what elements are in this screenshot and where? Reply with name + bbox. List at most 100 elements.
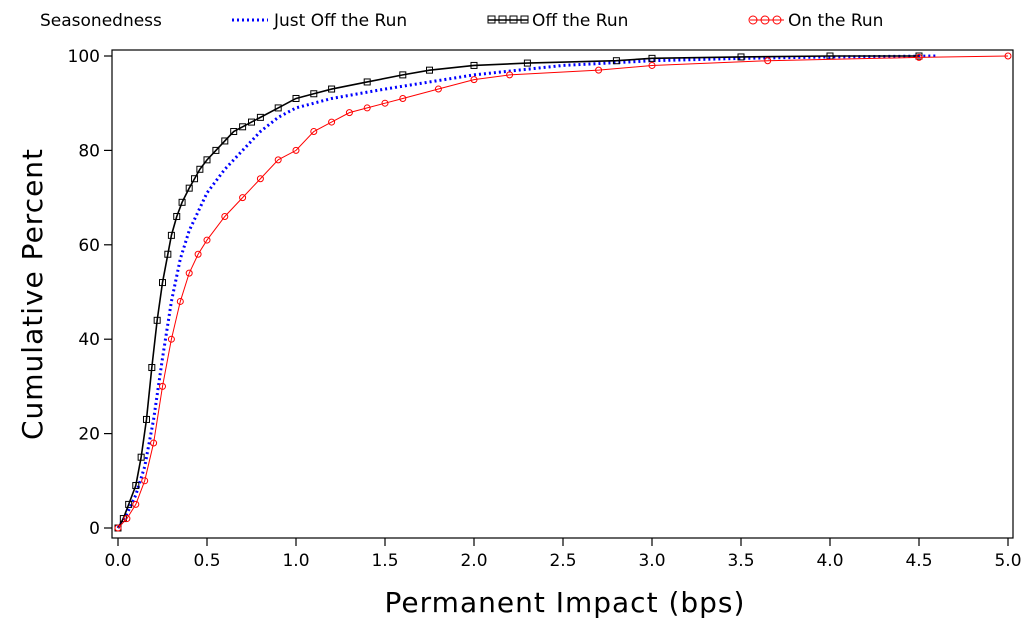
legend-title: Seasonedness bbox=[40, 11, 162, 31]
plot-frame bbox=[111, 49, 1014, 539]
legend-label-on-the-run: On the Run bbox=[788, 11, 883, 31]
point-off-the-run-18 bbox=[221, 137, 229, 145]
legend: Seasonedness Just Off the Run Off the Ru… bbox=[40, 11, 883, 31]
point-off-the-run-28 bbox=[399, 71, 407, 79]
point-off-the-run-30 bbox=[470, 61, 478, 69]
point-on-the-run-6 bbox=[167, 335, 175, 343]
legend-label-just-off-the-run: Just Off the Run bbox=[273, 11, 407, 31]
point-on-the-run-11 bbox=[221, 212, 229, 220]
legend-marker-off-the-run-4 bbox=[520, 15, 529, 24]
point-off-the-run-20 bbox=[239, 123, 247, 131]
x-axis-title: Permanent Impact (bps) bbox=[385, 586, 746, 619]
point-on-the-run-5 bbox=[159, 382, 166, 390]
x-tick-label-9: 4.5 bbox=[905, 551, 932, 571]
legend-entry-on-the-run: On the Run bbox=[748, 11, 883, 31]
point-on-the-run-23 bbox=[470, 76, 478, 84]
legend-marker-on-the-run-3 bbox=[772, 15, 782, 25]
x-tick-label-7: 3.5 bbox=[727, 551, 754, 571]
point-off-the-run-4 bbox=[137, 453, 145, 461]
point-off-the-run-5 bbox=[142, 415, 150, 423]
point-on-the-run-28 bbox=[915, 53, 923, 61]
point-on-the-run-16 bbox=[310, 128, 318, 136]
point-off-the-run-31 bbox=[523, 59, 531, 67]
point-off-the-run-11 bbox=[173, 212, 181, 220]
y-axis-title: Cumulative Percent bbox=[16, 148, 49, 440]
x-tick-label-1: 0.5 bbox=[193, 551, 220, 571]
series-layer bbox=[114, 52, 1012, 532]
series-off-the-run bbox=[114, 52, 923, 532]
series-just-off-the-run bbox=[116, 54, 937, 529]
point-off-the-run-14 bbox=[191, 175, 199, 183]
point-on-the-run-0 bbox=[114, 524, 122, 532]
point-off-the-run-34 bbox=[737, 53, 745, 61]
series-line-off-the-run bbox=[117, 55, 919, 529]
x-tick-label-2: 1.0 bbox=[282, 551, 309, 571]
point-off-the-run-17 bbox=[212, 146, 220, 154]
point-off-the-run-22 bbox=[256, 113, 264, 121]
series-on-the-run bbox=[114, 52, 1012, 532]
legend-marker-on-the-run-2 bbox=[760, 15, 770, 25]
point-on-the-run-29 bbox=[1004, 52, 1012, 60]
x-tick-label-5: 2.5 bbox=[549, 551, 576, 571]
point-on-the-run-26 bbox=[648, 61, 656, 69]
legend-marker-off-the-run-1 bbox=[487, 15, 496, 24]
legend-label-off-the-run: Off the Run bbox=[532, 11, 628, 31]
point-on-the-run-17 bbox=[328, 118, 336, 126]
x-axis: 0.0 0.5 1.0 1.5 2.0 2.5 3.0 3.5 4.0 4.5 5.0 bbox=[104, 538, 1022, 571]
y-tick-label-4: 80 bbox=[78, 141, 100, 161]
point-on-the-run-7 bbox=[176, 297, 184, 305]
y-tick-label-2: 40 bbox=[78, 330, 100, 350]
point-off-the-run-21 bbox=[248, 118, 255, 126]
point-off-the-run-10 bbox=[167, 231, 175, 239]
point-off-the-run-27 bbox=[363, 78, 371, 86]
y-tick-label-5: 100 bbox=[68, 47, 100, 67]
point-on-the-run-18 bbox=[345, 109, 353, 117]
point-on-the-run-1 bbox=[123, 515, 131, 523]
point-off-the-run-29 bbox=[426, 66, 433, 74]
point-on-the-run-4 bbox=[150, 439, 158, 447]
point-on-the-run-13 bbox=[256, 175, 264, 183]
legend-marker-off-the-run-2 bbox=[498, 15, 507, 24]
y-tick-label-1: 20 bbox=[78, 425, 100, 445]
series-line-just-off-the-run bbox=[116, 54, 937, 529]
legend-marker-off-the-run-3 bbox=[509, 15, 518, 24]
point-on-the-run-20 bbox=[381, 99, 389, 107]
point-on-the-run-25 bbox=[595, 66, 603, 74]
x-tick-label-10: 5.0 bbox=[994, 551, 1021, 571]
point-off-the-run-9 bbox=[164, 250, 172, 258]
x-tick-label-4: 2.0 bbox=[460, 551, 487, 571]
point-off-the-run-32 bbox=[612, 57, 620, 65]
point-off-the-run-8 bbox=[159, 279, 166, 287]
point-off-the-run-13 bbox=[185, 184, 193, 192]
point-off-the-run-33 bbox=[648, 54, 656, 62]
point-on-the-run-9 bbox=[194, 250, 202, 258]
x-tick-label-3: 1.5 bbox=[371, 551, 398, 571]
point-off-the-run-12 bbox=[178, 198, 186, 206]
point-off-the-run-15 bbox=[196, 165, 204, 173]
legend-entry-just-off-the-run: Just Off the Run bbox=[232, 11, 407, 31]
point-on-the-run-15 bbox=[292, 146, 300, 154]
legend-marker-on-the-run-1 bbox=[748, 15, 758, 25]
point-off-the-run-25 bbox=[310, 90, 318, 98]
series-line-on-the-run bbox=[117, 55, 1009, 529]
point-off-the-run-16 bbox=[203, 156, 211, 164]
x-tick-label-0: 0.0 bbox=[104, 551, 131, 571]
point-on-the-run-22 bbox=[434, 85, 442, 93]
point-on-the-run-27 bbox=[764, 57, 772, 65]
point-off-the-run-7 bbox=[153, 316, 161, 324]
point-on-the-run-19 bbox=[363, 104, 371, 112]
point-on-the-run-21 bbox=[399, 94, 407, 102]
point-off-the-run-19 bbox=[230, 128, 238, 136]
y-axis: 0 20 40 60 80 100 bbox=[68, 47, 112, 539]
point-off-the-run-26 bbox=[328, 85, 336, 93]
legend-entry-off-the-run: Off the Run bbox=[487, 11, 628, 31]
point-on-the-run-24 bbox=[506, 71, 514, 79]
x-tick-label-8: 4.0 bbox=[816, 551, 843, 571]
point-on-the-run-2 bbox=[132, 500, 140, 508]
point-off-the-run-6 bbox=[148, 364, 156, 372]
point-off-the-run-24 bbox=[292, 94, 300, 102]
point-on-the-run-12 bbox=[239, 194, 247, 202]
point-on-the-run-3 bbox=[141, 477, 149, 485]
point-on-the-run-10 bbox=[203, 236, 211, 244]
